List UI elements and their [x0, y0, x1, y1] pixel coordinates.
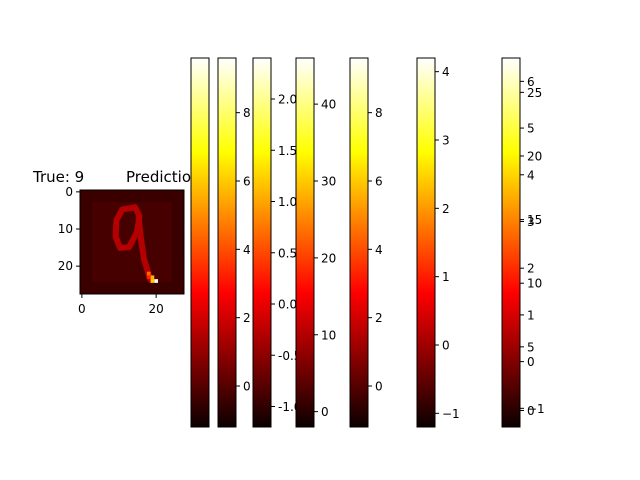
colorbar-tick-label: 8: [243, 106, 251, 120]
digit-hot-pixel: [150, 279, 155, 283]
colorbar-tick-label: 1.5: [278, 144, 297, 158]
colorbar-6: −1 0 1 2 3 4: [416, 57, 460, 428]
colorbar-tick-label: 0: [527, 404, 535, 418]
digit-hot-pixel: [154, 279, 158, 283]
colorbar-tick-label: 10: [527, 277, 542, 291]
heatmap-ytick-label: 20: [58, 259, 73, 273]
colorbar-tick-label: 3: [527, 215, 535, 229]
colorbar-tick-label: −1: [527, 402, 545, 416]
digit-heatmap-panel: 0 20 0 10 20 True: 9: [32, 168, 185, 316]
heatmap-ytick-label: 0: [65, 185, 73, 199]
colorbar-tick-label: 15: [527, 213, 542, 227]
colorbar-tick-label: 1: [442, 270, 450, 284]
colorbar-tick-label: 2.0: [278, 93, 297, 107]
colorbar-tick-label: 6: [375, 175, 383, 189]
colorbar-tick-label: 4: [375, 243, 383, 257]
colorbar-gradient: [416, 57, 436, 428]
colorbar-tick-label: 6: [243, 175, 251, 189]
heatmap-title-true: True: 9: [32, 168, 84, 186]
colorbar-5: 0 2 4 6 8: [349, 57, 383, 428]
colorbar-tick-label: 30: [321, 175, 336, 189]
colorbar-tick-label: 0: [375, 380, 383, 394]
colorbar-tick-label: 2: [243, 311, 251, 325]
colorbar-tick-label: 1: [527, 308, 535, 322]
colorbar-gradient: [295, 57, 315, 428]
heatmap-title-prediction: Predictio: [126, 168, 191, 186]
colorbar-tick-label: 1.0: [278, 195, 297, 209]
colorbar-tick-label: 40: [321, 98, 336, 112]
colorbar-tick-label: 2: [375, 311, 383, 325]
heatmap-axes: 0 20 0 10 20: [58, 185, 164, 316]
colorbar-tick-label: 4: [243, 243, 251, 257]
colorbar-tick-label: 4: [527, 168, 535, 182]
heatmap-xtick-label: 0: [78, 302, 86, 316]
colorbar-tick-label: 2: [527, 262, 535, 276]
colorbar-tick-label: 0: [527, 355, 535, 369]
colorbar-3: -1.0-0.50.00.51.01.52.0: [252, 57, 301, 428]
colorbar-tick-label: 8: [375, 106, 383, 120]
colorbar-1: [190, 57, 210, 428]
colorbar-tick-label: 20: [527, 149, 542, 163]
colorbar-tick-label: 3: [442, 134, 450, 148]
colorbar-tick-label: 0.0: [278, 298, 297, 312]
colorbar-tick-label: 10: [321, 328, 336, 342]
digit-strokes: [112, 204, 158, 283]
colorbar-tick-label: 5: [527, 122, 535, 136]
digit-hot-pixel: [150, 275, 155, 280]
colorbar-tick-label: 6: [527, 75, 535, 89]
colorbar-tick-label: 2: [442, 202, 450, 216]
colorbar-4: 0 10 20 30 40: [295, 57, 336, 428]
heatmap-frame: [79, 189, 185, 295]
colorbar-tick-label: 0.5: [278, 246, 297, 260]
digit-hot-pixel: [146, 271, 151, 276]
colorbar-gradient: [349, 57, 369, 428]
heatmap-ytick-label: 10: [58, 222, 73, 236]
colorbar-tick-label: 25: [527, 86, 542, 100]
colorbars: 02468-1.0-0.50.00.51.01.52.0010203040024…: [190, 57, 545, 428]
colorbar-tick-label: 20: [321, 251, 336, 265]
colorbar-2: 0 2 4 6 8: [217, 57, 251, 428]
colorbar-tick-label: 4: [442, 65, 450, 79]
colorbar-gradient: [190, 57, 210, 428]
colorbar-tick-label: 0: [442, 339, 450, 353]
colorbar-gradient: [252, 57, 272, 428]
digit-hot-pixel: [146, 275, 151, 280]
colorbar-tick-label: 5: [527, 340, 535, 354]
colorbar-gradient: [501, 57, 521, 428]
colorbar-tick-label: 0: [243, 380, 251, 394]
heatmap-xtick-label: 20: [149, 302, 164, 316]
colorbar-tick-label: 0: [321, 405, 329, 419]
colorbar-tick-label: −1: [442, 407, 460, 421]
colorbar-gradient: [217, 57, 237, 428]
